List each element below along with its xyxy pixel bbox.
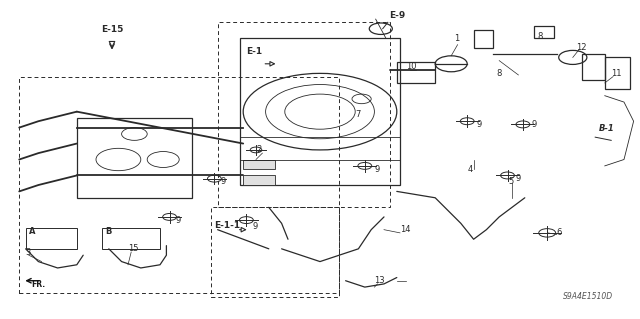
Text: 8: 8 xyxy=(538,32,543,41)
FancyBboxPatch shape xyxy=(243,175,275,185)
Text: 5: 5 xyxy=(509,177,514,186)
Text: 15: 15 xyxy=(128,244,138,253)
Text: 9: 9 xyxy=(531,120,536,129)
Text: A: A xyxy=(29,227,35,236)
Text: S9A4E1510D: S9A4E1510D xyxy=(563,292,613,301)
Text: 9: 9 xyxy=(221,177,226,186)
Text: E-1: E-1 xyxy=(246,47,262,56)
Text: 14: 14 xyxy=(400,225,410,234)
Text: 12: 12 xyxy=(576,43,586,52)
Text: 3: 3 xyxy=(26,248,31,256)
Text: E-15: E-15 xyxy=(101,25,123,34)
Text: 11: 11 xyxy=(611,69,621,78)
Text: 2: 2 xyxy=(256,145,261,154)
Text: FR.: FR. xyxy=(31,280,45,289)
Text: 9: 9 xyxy=(374,165,380,174)
Text: 9: 9 xyxy=(253,222,258,231)
Text: 7: 7 xyxy=(355,110,360,119)
Text: E-1-1: E-1-1 xyxy=(214,221,240,230)
Text: B-1: B-1 xyxy=(598,124,614,133)
Text: 8: 8 xyxy=(496,69,501,78)
Text: E-9: E-9 xyxy=(389,11,405,19)
Text: 10: 10 xyxy=(406,63,417,71)
Text: 4: 4 xyxy=(467,165,472,174)
Text: 13: 13 xyxy=(374,276,385,285)
Text: 1: 1 xyxy=(454,34,460,43)
Text: 9: 9 xyxy=(176,216,181,225)
Text: 6: 6 xyxy=(557,228,562,237)
FancyBboxPatch shape xyxy=(243,160,275,169)
Text: 9: 9 xyxy=(516,174,521,183)
Text: B: B xyxy=(106,227,112,236)
Text: 9: 9 xyxy=(477,120,482,129)
